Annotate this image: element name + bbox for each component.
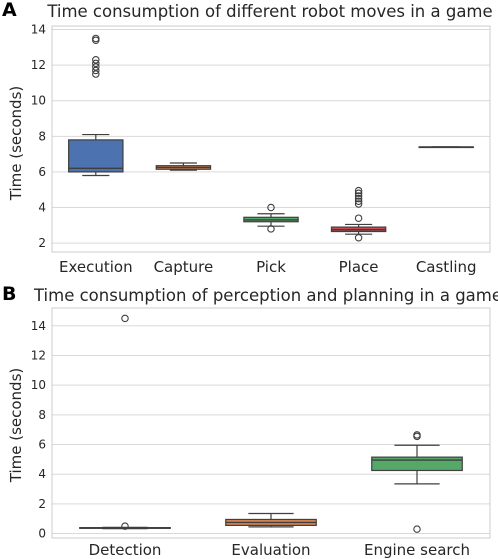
- panel-b-x-tick-label: Engine search: [364, 541, 470, 559]
- panel-b-y-tick-label: 0: [38, 527, 46, 541]
- panel-a-box-pick: [243, 203, 299, 233]
- panel-a-box-castling: [418, 146, 474, 149]
- panel-b-box-evaluation: [225, 512, 317, 528]
- panel-b-plot-frame: [51, 307, 491, 539]
- panel-b-x-tick-label: Evaluation: [231, 541, 310, 559]
- outlier-point: [92, 66, 100, 75]
- panel-a-x-tick-label: Execution: [59, 258, 133, 276]
- panel-b: B Time consumption of perception and pla…: [2, 283, 498, 559]
- outlier-point: [121, 314, 129, 323]
- panel-b-y-tick-label: 4: [38, 467, 46, 481]
- panel-a-y-tick-label: 4: [38, 201, 46, 215]
- panel-b-y-tick-label: 8: [38, 408, 46, 422]
- panel-a-plot-frame: [51, 25, 491, 253]
- outlier-point: [413, 525, 421, 533]
- outlier-point: [267, 203, 275, 212]
- panel-a-x-tick-label: Castling: [416, 258, 477, 276]
- panel-a-y-tick-label: 10: [31, 94, 46, 108]
- outlier-point: [267, 225, 275, 233]
- outlier-point: [92, 56, 100, 64]
- outlier-point: [354, 189, 363, 198]
- panel-a-box-execution: [68, 34, 124, 177]
- outlier-point: [354, 192, 363, 200]
- panel-a-x-tick-label: Pick: [256, 258, 286, 276]
- outlier-point: [92, 70, 100, 78]
- panel-b-box-detection: [79, 314, 171, 530]
- panel-a-box-place: [330, 186, 387, 242]
- panel-b-y-tick-label: 12: [31, 348, 46, 362]
- box-iqr: [68, 139, 124, 173]
- panel-b-y-tick-label: 6: [38, 438, 46, 452]
- panel-a-label: A: [2, 0, 17, 21]
- panel-b-y-tick-label: 14: [31, 319, 46, 333]
- outlier-point: [121, 522, 129, 530]
- outlier-point: [354, 186, 363, 195]
- panel-a-title: Time consumption of different robot move…: [46, 2, 492, 21]
- panel-b-y-tick-label: 2: [38, 497, 46, 511]
- panel-a-x-tick-label: Capture: [154, 258, 214, 276]
- panel-b-box-engine-search: [371, 431, 463, 533]
- panel-b-y-tick-label: 10: [31, 378, 46, 392]
- panel-a-y-axis-label: Time (seconds): [7, 86, 25, 202]
- panel-b-title: Time consumption of perception and plann…: [33, 286, 498, 305]
- outlier-point: [92, 63, 100, 71]
- panel-b-label: B: [2, 283, 16, 305]
- panel-a-y-tick-label: 12: [31, 58, 46, 72]
- panel-a-y-tick-label: 8: [38, 129, 46, 143]
- panel-a-y-tick-label: 2: [38, 236, 46, 250]
- panel-b-y-axis-label: Time (seconds): [7, 368, 25, 484]
- outlier-point: [413, 431, 421, 439]
- panel-a-box-capture: [155, 162, 212, 171]
- panel-b-x-tick-label: Detection: [89, 541, 162, 559]
- panel-a-y-tick-label: 6: [38, 165, 46, 179]
- outlier-point: [92, 34, 100, 43]
- outlier-point: [354, 234, 363, 242]
- box-iqr: [371, 456, 463, 472]
- outlier-point: [354, 214, 363, 222]
- outlier-point: [92, 59, 100, 68]
- panel-a-y-tick-label: 14: [31, 23, 46, 37]
- outlier-point: [354, 194, 363, 203]
- panel-a: A Time consumption of different robot mo…: [2, 0, 493, 276]
- panel-a-x-tick-label: Place: [339, 258, 379, 276]
- outlier-point: [354, 200, 363, 208]
- outlier-point: [354, 197, 363, 206]
